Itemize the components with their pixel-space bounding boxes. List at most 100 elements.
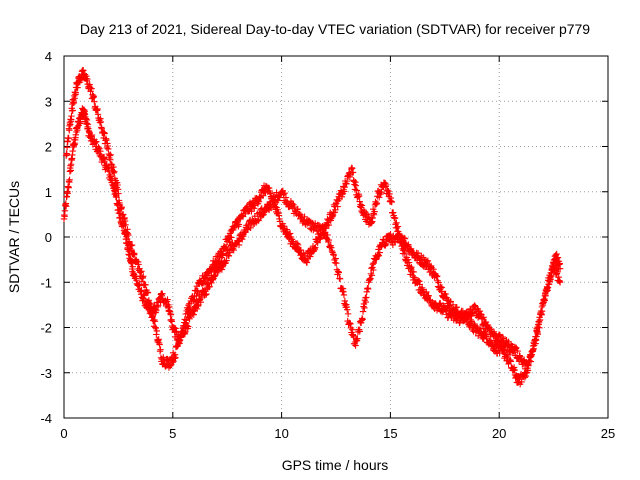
data-point-track-b [423, 288, 430, 296]
grid [64, 56, 608, 418]
data-point-track-b [404, 256, 412, 263]
y-tick-label: 4 [45, 49, 52, 64]
data-point-track-a [193, 305, 201, 313]
data-point-track-b [172, 354, 179, 361]
data-point-track-b [228, 234, 235, 241]
data-point-track-a [424, 257, 432, 265]
x-tick-label: 10 [274, 426, 288, 441]
data-point-track-a [334, 268, 342, 275]
data-point-track-b [194, 288, 202, 295]
data-point-track-a [226, 249, 234, 256]
data-point-track-b [128, 241, 136, 249]
data-point-track-a [356, 328, 363, 335]
data-point-track-b [306, 253, 314, 260]
data-point-track-a [223, 257, 230, 264]
data-point-track-a [151, 302, 158, 310]
data-point-track-b [110, 163, 117, 171]
data-point-track-b [122, 221, 129, 228]
data-point-track-a [336, 275, 344, 283]
data-point-track-a [276, 194, 283, 201]
data-point-track-b [193, 292, 200, 300]
data-point-track-a [330, 251, 338, 259]
data-point-track-a [375, 252, 383, 259]
data-point-track-b [103, 136, 110, 144]
y-tick-label: 1 [45, 185, 52, 200]
data-point-track-b [63, 151, 70, 158]
data-point-track-a [67, 167, 75, 174]
data-point-track-a [368, 272, 376, 279]
data-point-track-b [358, 202, 366, 209]
data-point-track-a [294, 205, 301, 213]
data-point-track-a [95, 144, 102, 151]
data-point-track-b [401, 250, 409, 258]
y-tick-label: -2 [40, 321, 52, 336]
x-tick-label: 25 [601, 426, 615, 441]
data-point-track-a [333, 260, 340, 267]
data-point-track-b [182, 317, 190, 324]
data-point-track-b [91, 98, 98, 105]
data-point-track-b [332, 206, 339, 214]
data-point-track-a [369, 261, 377, 268]
data-point-track-a [500, 347, 508, 354]
data-point-track-a [335, 269, 342, 276]
data-point-track-b [156, 341, 163, 348]
data-point-track-a [281, 190, 288, 197]
data-point-track-b [140, 273, 147, 280]
data-point-track-a [364, 285, 372, 293]
data-point-track-b [69, 107, 76, 114]
data-point-track-b [513, 344, 520, 352]
data-point-track-b [461, 315, 468, 322]
data-point-track-a [376, 249, 384, 256]
data-point-track-a [363, 294, 370, 301]
data-point-track-b [538, 311, 545, 319]
data-point-track-b [539, 301, 547, 309]
y-tick-labels: 4 3 2 1 0 -1 -2 -3 -4 [40, 49, 52, 426]
data-point-track-b [371, 208, 378, 215]
data-point-track-b [101, 130, 108, 137]
data-point-track-a [92, 139, 99, 146]
data-point-track-b [215, 258, 222, 265]
data-point-track-a [507, 358, 515, 365]
y-tick-label: 0 [45, 230, 52, 245]
y-tick-label: -1 [40, 275, 52, 290]
data-point-track-b [542, 292, 549, 299]
data-point-track-b [63, 144, 71, 151]
data-point-track-b [314, 239, 321, 246]
data-point-track-a [328, 244, 335, 251]
data-point-track-a [64, 190, 71, 197]
data-point-track-b [363, 210, 370, 218]
data-point-track-b [386, 190, 393, 198]
data-point-track-a [72, 131, 80, 139]
data-point-track-a [438, 284, 446, 291]
data-point-track-b [142, 281, 149, 289]
data-point-track-a [101, 156, 108, 163]
data-point-track-b [65, 134, 72, 142]
data-point-track-b [70, 99, 78, 107]
data-point-track-a [255, 217, 262, 224]
data-point-track-b [97, 118, 105, 126]
data-point-track-a [61, 213, 68, 220]
data-point-track-b [283, 226, 291, 233]
data-point-track-b [552, 262, 559, 269]
data-point-track-a [332, 255, 339, 262]
data-point-track-a [154, 302, 162, 309]
data-point-track-a [361, 304, 368, 312]
data-point-track-a [370, 266, 377, 274]
data-point-track-b [138, 268, 145, 275]
data-point-track-a [344, 310, 352, 318]
data-point-track-b [495, 331, 503, 338]
data-point-track-a [235, 241, 243, 249]
data-point-track-b [556, 279, 564, 286]
data-point-track-b [118, 203, 126, 211]
data-point-track-b [352, 182, 360, 189]
data-point-track-a [331, 256, 338, 264]
y-tick-label: 2 [45, 140, 52, 155]
data-point-track-a [129, 263, 136, 270]
data-point-track-b [378, 189, 385, 196]
data-point-track-b [72, 89, 80, 97]
data-point-track-b [316, 236, 323, 243]
data-point-track-b [69, 100, 76, 108]
x-tick-label: 5 [169, 426, 176, 441]
data-point-track-b [135, 261, 142, 268]
data-point-track-b [532, 336, 540, 343]
